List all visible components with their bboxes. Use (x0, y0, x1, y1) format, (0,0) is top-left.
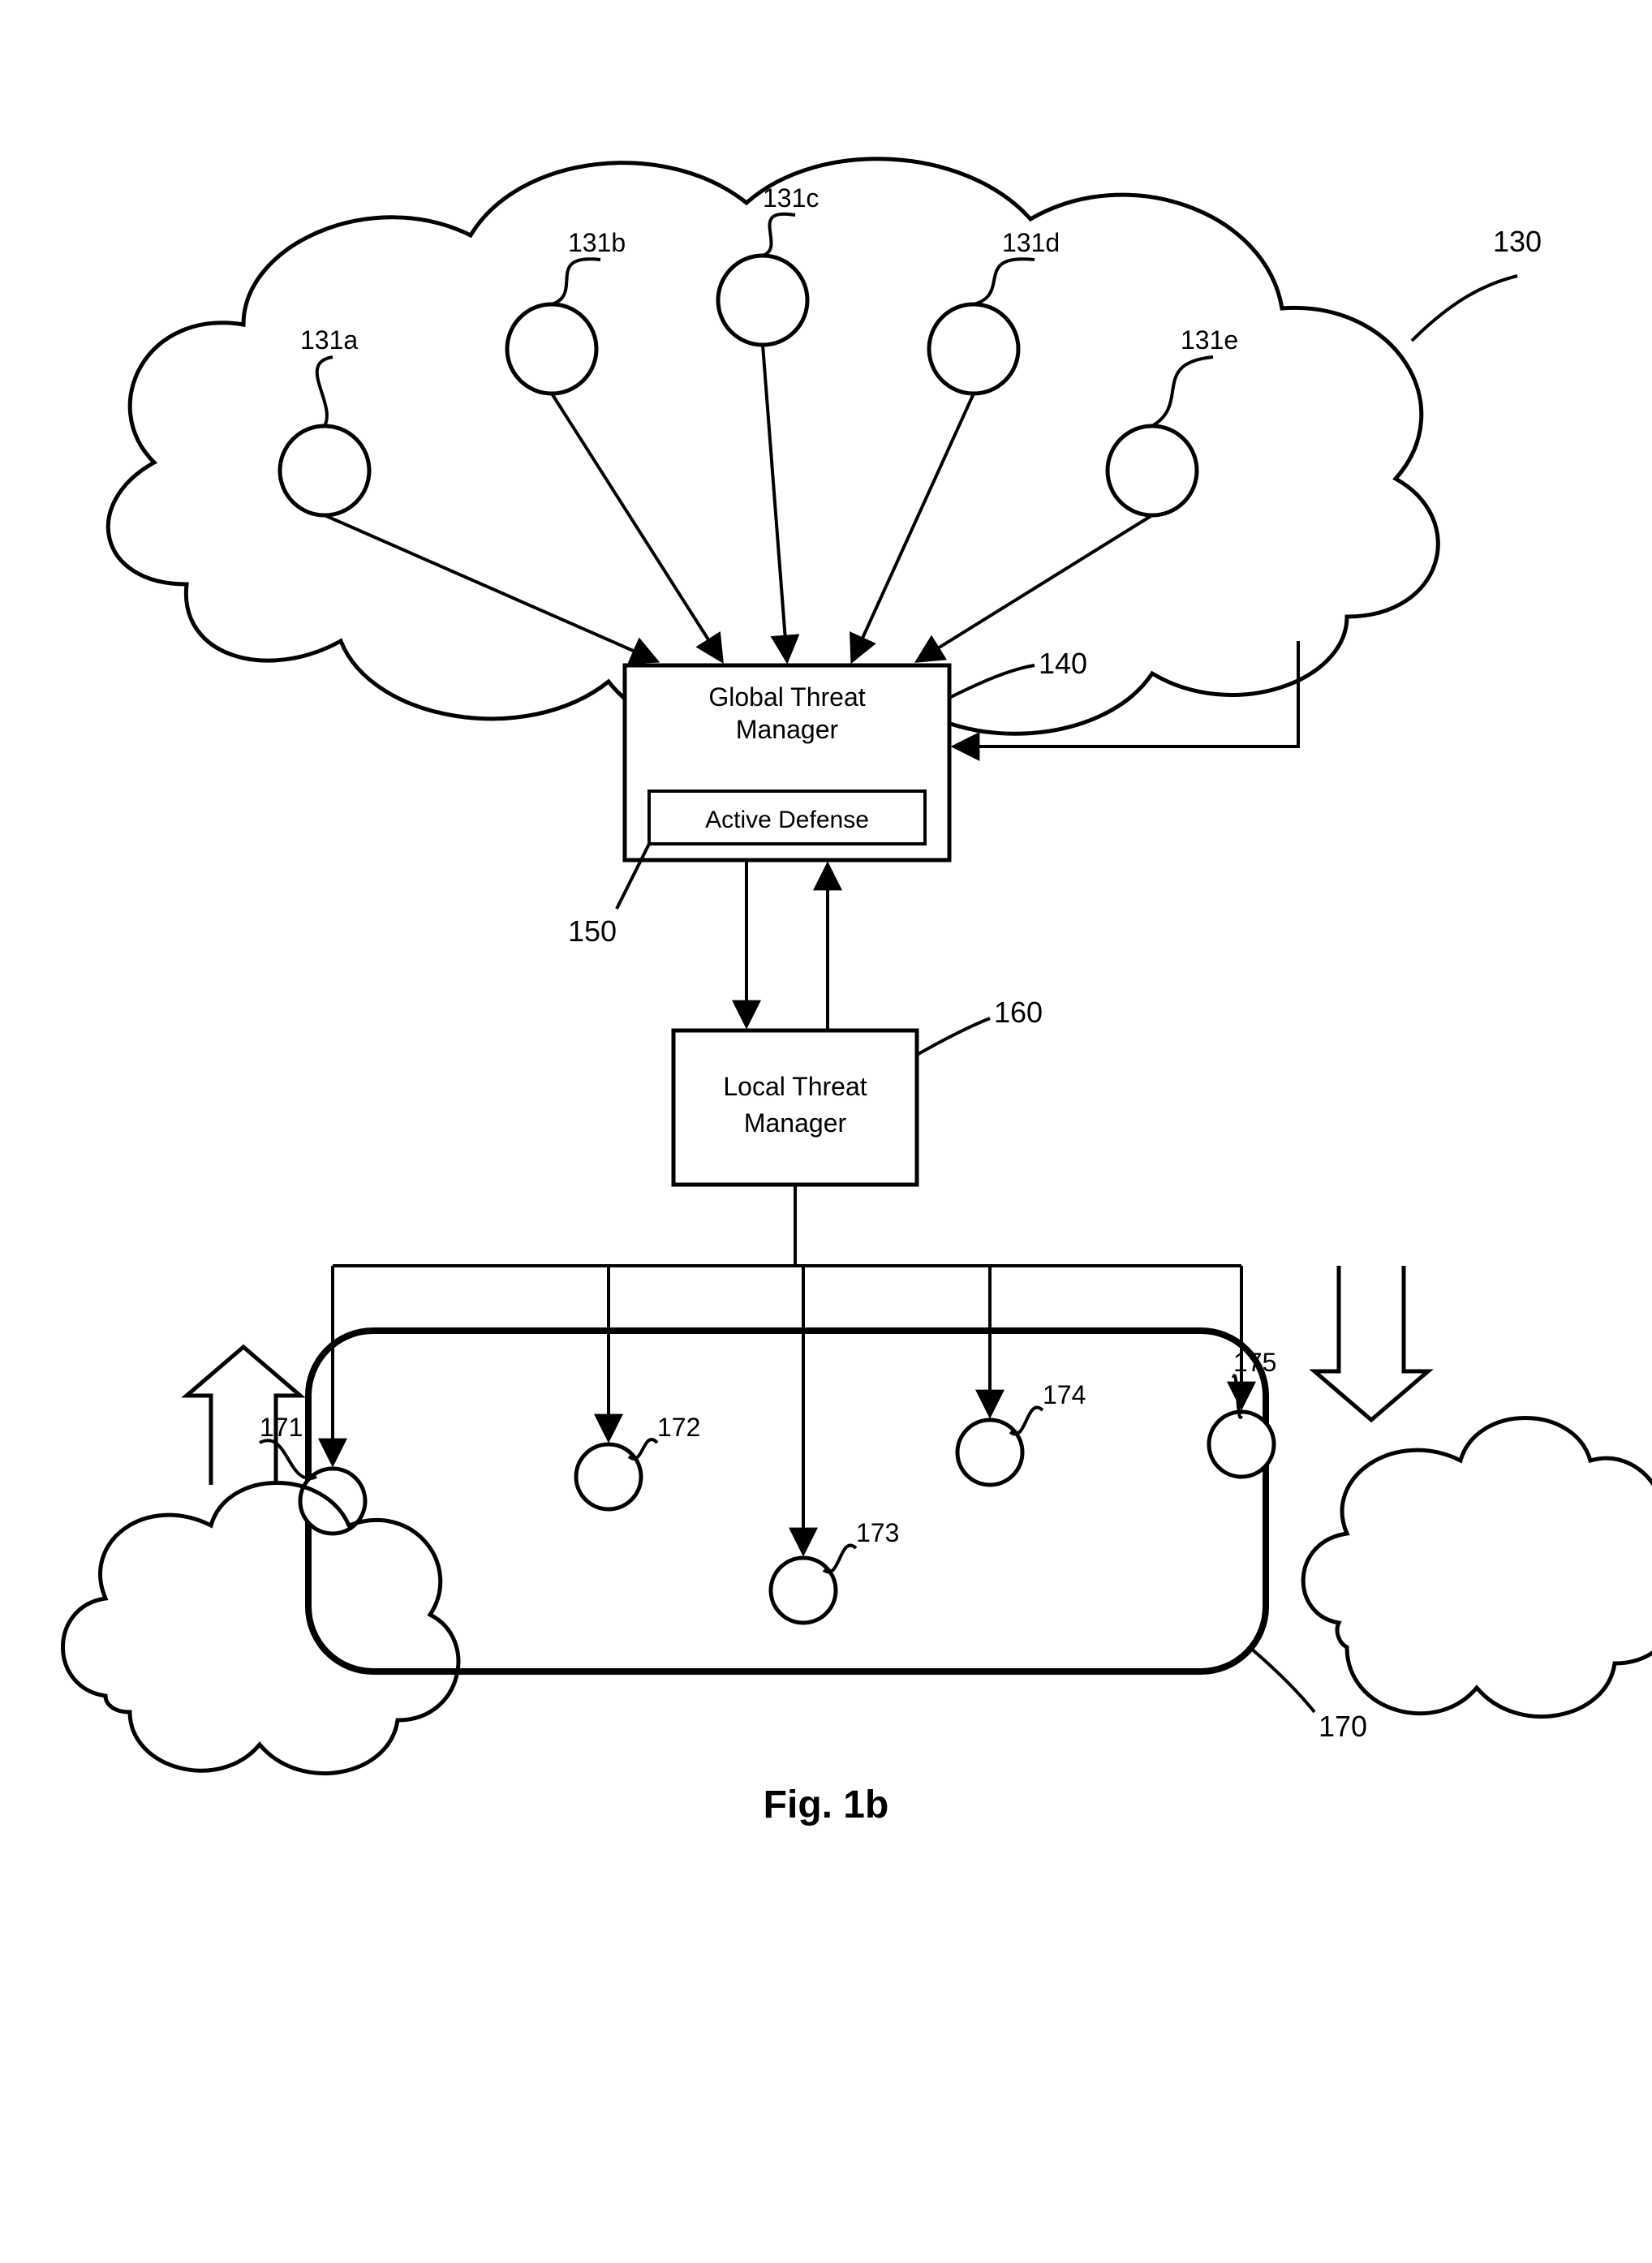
ref-173: 173 (856, 1518, 899, 1547)
ref-140: 140 (1039, 647, 1087, 680)
local-node-172 (576, 1444, 641, 1509)
right-external-cloud (1303, 1418, 1652, 1717)
global-sensor-nodes: 131a 131b 131c 131d 131e (280, 183, 1238, 515)
arrow-131c-to-gtm (763, 345, 787, 661)
ref-131c: 131c (763, 183, 819, 213)
figure-1b: 130 131a 131b 131c 131d 131e Global Threat M… (0, 0, 1652, 2263)
arrow-131b-to-gtm (552, 394, 722, 661)
ref-160: 160 (994, 996, 1043, 1029)
ref-130: 130 (1493, 225, 1542, 258)
gtm-title-2: Manager (736, 715, 839, 744)
global-node-131c (718, 256, 807, 345)
ref-174: 174 (1043, 1380, 1086, 1409)
ref-131e: 131e (1181, 325, 1238, 355)
ref-171: 171 (260, 1413, 303, 1442)
active-defense-label: Active Defense (705, 807, 869, 833)
ref-172: 172 (657, 1413, 700, 1442)
ref-131b: 131b (568, 228, 626, 257)
local-threat-manager-box: Local Threat Manager 160 (673, 996, 1043, 1185)
arrow-131a-to-gtm (325, 515, 657, 661)
local-network: 170 (308, 1331, 1367, 1743)
right-big-arrow-down (1314, 1266, 1428, 1420)
ltm-to-nodes-arrows (333, 1185, 1241, 1554)
local-node-175 (1209, 1412, 1274, 1477)
ltm-title-1: Local Threat (723, 1072, 867, 1101)
sensor-to-gtm-arrows (325, 345, 1152, 661)
ref-175: 175 (1233, 1348, 1276, 1377)
arrow-131d-to-gtm (852, 394, 974, 661)
gtm-ltm-arrows (746, 860, 828, 1030)
gtm-title-1: Global Threat (708, 682, 865, 712)
local-node-173 (771, 1558, 836, 1623)
global-node-131a (280, 426, 369, 515)
global-node-131b (507, 304, 596, 394)
local-node-174 (957, 1420, 1022, 1485)
left-external-cloud (63, 1483, 458, 1774)
arrow-131e-to-gtm (917, 515, 1152, 661)
ref-170: 170 (1319, 1710, 1367, 1743)
figure-label: Fig. 1b (764, 1783, 889, 1826)
ref-150: 150 (568, 914, 617, 948)
ref-131a: 131a (300, 325, 358, 355)
global-node-131e (1108, 426, 1197, 515)
ref-131d: 131d (1002, 228, 1060, 257)
global-node-131d (929, 304, 1018, 394)
ltm-title-2: Manager (744, 1108, 847, 1138)
local-nodes: 171 172 173 174 175 (260, 1348, 1276, 1623)
